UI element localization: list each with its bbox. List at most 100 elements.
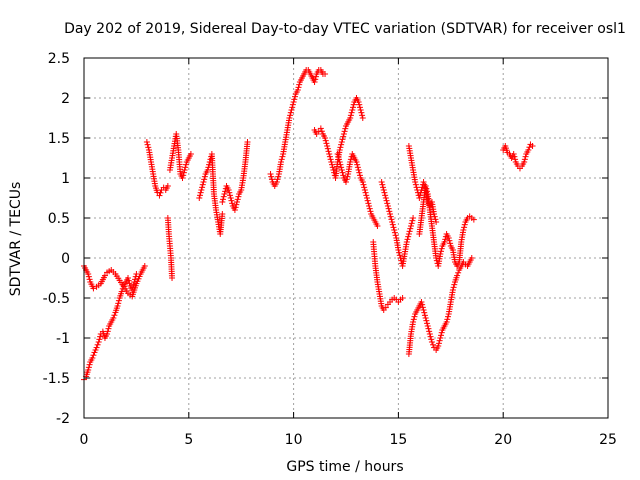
data-point	[329, 161, 336, 168]
data-point	[522, 153, 529, 160]
data-point	[85, 271, 92, 277]
data-point	[322, 71, 329, 77]
y-tick-label: 0	[61, 251, 70, 267]
data-point	[115, 300, 122, 307]
data-point	[461, 221, 468, 228]
data-point	[197, 189, 204, 196]
data-point	[125, 275, 132, 281]
data-point	[323, 140, 330, 147]
data-point	[295, 84, 302, 91]
data-point	[336, 156, 343, 163]
data-point	[129, 287, 136, 293]
data-point	[181, 167, 188, 173]
data-point	[145, 144, 152, 151]
data-point	[339, 136, 346, 143]
data-point	[119, 285, 126, 292]
data-point	[133, 271, 140, 277]
data-point	[419, 304, 426, 311]
data-point	[396, 249, 403, 256]
data-point	[294, 87, 301, 93]
x-tick-label: 10	[285, 432, 303, 448]
data-point	[111, 312, 118, 319]
y-tick-label: -2	[56, 411, 70, 427]
data-point	[115, 297, 122, 304]
data-point	[143, 139, 150, 145]
data-point	[433, 219, 440, 225]
data-point	[86, 361, 93, 368]
data-point	[426, 328, 433, 335]
data-point	[431, 211, 438, 217]
data-point	[424, 320, 431, 327]
data-point	[354, 161, 361, 168]
data-point	[521, 156, 528, 163]
data-point	[405, 233, 412, 240]
data-point	[381, 189, 388, 196]
data-point	[446, 237, 453, 244]
data-point	[441, 239, 448, 245]
data-point	[391, 229, 398, 236]
data-point	[356, 169, 363, 176]
data-point	[407, 225, 414, 232]
data-point	[443, 319, 450, 325]
data-point	[433, 255, 440, 261]
data-point	[382, 195, 389, 201]
data-point	[365, 200, 372, 207]
data-point	[291, 96, 298, 103]
data-point	[327, 156, 334, 163]
data-point	[225, 187, 232, 193]
x-axis-label: GPS time / hours	[286, 459, 403, 475]
data-point	[405, 231, 412, 237]
y-axis-label: SDTVAR / TECUs	[8, 182, 24, 297]
data-point	[511, 153, 518, 160]
data-point	[336, 147, 343, 153]
data-point	[340, 133, 347, 140]
data-point	[344, 173, 351, 180]
data-point	[521, 159, 528, 165]
data-point	[424, 323, 431, 329]
data-point	[347, 112, 354, 119]
data-point	[94, 341, 101, 348]
data-point	[420, 179, 427, 185]
data-point	[396, 252, 403, 259]
data-point	[412, 181, 419, 188]
data-point	[233, 201, 240, 208]
data-point	[180, 172, 187, 179]
data-point	[312, 73, 319, 80]
data-point	[444, 316, 451, 323]
data-point	[201, 173, 208, 180]
data-point	[338, 164, 345, 171]
data-point	[196, 192, 203, 199]
data-point	[226, 189, 233, 196]
data-point	[382, 192, 389, 199]
data-point	[325, 148, 332, 155]
data-point	[90, 285, 97, 292]
data-point	[200, 179, 207, 185]
data-point	[355, 167, 362, 173]
data-point	[529, 143, 536, 149]
data-point	[419, 301, 426, 308]
data-point	[359, 115, 366, 121]
data-point	[179, 175, 186, 181]
data-point	[335, 153, 342, 160]
data-point	[428, 336, 435, 343]
data-point	[132, 276, 139, 283]
y-tick-label: -1	[56, 331, 70, 347]
data-point	[324, 145, 331, 152]
data-point	[287, 109, 294, 116]
data-point	[338, 141, 345, 148]
data-point	[227, 195, 234, 201]
data-point	[337, 144, 344, 151]
data-point	[445, 313, 452, 320]
x-tick-label: 15	[389, 432, 407, 448]
data-point	[445, 235, 452, 241]
data-point	[360, 181, 367, 188]
data-point	[125, 277, 132, 284]
data-point	[110, 315, 117, 321]
data-point	[330, 167, 337, 173]
data-point	[336, 159, 343, 165]
data-point	[362, 189, 369, 196]
data-point	[334, 151, 341, 157]
data-point	[399, 295, 406, 301]
x-tick-label: 25	[599, 432, 617, 448]
